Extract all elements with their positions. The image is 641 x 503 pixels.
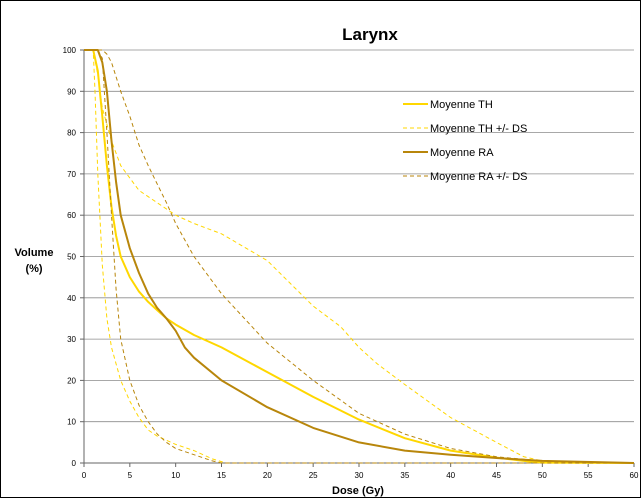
chart-title: Larynx — [342, 25, 398, 44]
x-tick-label: 20 — [263, 471, 272, 480]
x-tick-label: 55 — [584, 471, 593, 480]
y-tick-label: 80 — [67, 129, 76, 138]
x-tick-label: 5 — [128, 471, 133, 480]
series-line-3 — [84, 49, 634, 464]
x-tick-label: 25 — [309, 471, 318, 480]
legend: Moyenne TH Moyenne TH +/- DS Moyenne RA Moy… — [403, 99, 528, 183]
y-tick-label: 20 — [67, 376, 76, 385]
y-tick-label: 100 — [63, 46, 77, 55]
legend-label: Moyenne RA +/- DS — [430, 171, 528, 183]
y-tick-label: 90 — [67, 87, 76, 96]
y-tick-label: 60 — [67, 211, 76, 220]
series-line-2 — [84, 49, 635, 464]
legend-label: Moyenne TH +/- DS — [430, 123, 527, 135]
x-tick-label: 45 — [492, 471, 501, 480]
series-line-6 — [84, 49, 634, 464]
series-line-5 — [84, 49, 635, 464]
x-tick-label: 40 — [446, 471, 455, 480]
y-tick-label: 30 — [67, 335, 76, 344]
x-tick-label: 10 — [171, 471, 180, 480]
y-tick-label: 50 — [67, 253, 76, 262]
y-tick-label: 0 — [72, 459, 77, 468]
y-tick-label: 40 — [67, 294, 76, 303]
series-lines — [84, 49, 635, 464]
x-tick-label: 35 — [400, 471, 409, 480]
y-tick-label: 10 — [67, 418, 76, 427]
legend-label: Moyenne TH — [430, 99, 493, 111]
series-line-4 — [84, 49, 635, 464]
x-tick-label: 0 — [82, 471, 87, 480]
x-axis-label: Dose (Gy) — [332, 485, 384, 497]
y-tick-label: 70 — [67, 170, 76, 179]
x-tick-label: 50 — [538, 471, 547, 480]
x-tick-label: 60 — [630, 471, 639, 480]
legend-label: Moyenne RA — [430, 147, 494, 159]
x-tick-label: 30 — [355, 471, 364, 480]
y-axis-label-line2: (%) — [25, 263, 42, 275]
axes: 0 10 20 30 40 50 60 70 80 90 100 0 5 10 15 20 25 30 35 40 45… — [63, 46, 639, 480]
y-axis-label-line1: Volume — [15, 247, 54, 259]
x-tick-label: 15 — [217, 471, 226, 480]
